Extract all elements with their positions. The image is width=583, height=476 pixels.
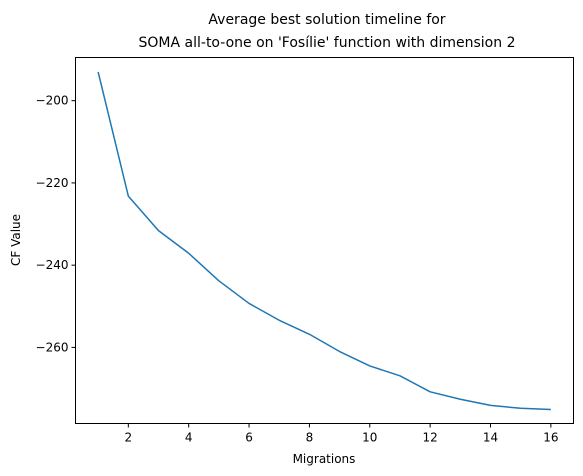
x-tick-label: 4: [185, 431, 193, 445]
x-tick-label: 10: [362, 431, 377, 445]
y-tick-label: −240: [36, 258, 69, 272]
x-tick-label: 12: [422, 431, 437, 445]
series-line: [98, 72, 551, 410]
x-tick-label: 2: [124, 431, 132, 445]
x-axis-ticks: 2 4 6 8 10 12 14 16: [124, 424, 558, 445]
y-tick-label: −220: [36, 176, 69, 190]
chart-title-line-1: Average best solution timeline for: [208, 12, 445, 28]
x-axis-label: Migrations: [293, 452, 356, 466]
chart-title-line-2: SOMA all-to-one on 'Fosílie' function wi…: [139, 35, 516, 51]
x-tick-label: 6: [245, 431, 253, 445]
y-tick-label: −200: [36, 94, 69, 108]
x-tick-label: 8: [306, 431, 314, 445]
x-tick-label: 16: [543, 431, 558, 445]
y-axis-label: CF Value: [9, 214, 23, 266]
y-axis-ticks: −200 −220 −240 −260: [36, 94, 76, 355]
plot-frame: [76, 58, 574, 424]
y-tick-label: −260: [36, 340, 69, 354]
x-tick-label: 14: [483, 431, 498, 445]
